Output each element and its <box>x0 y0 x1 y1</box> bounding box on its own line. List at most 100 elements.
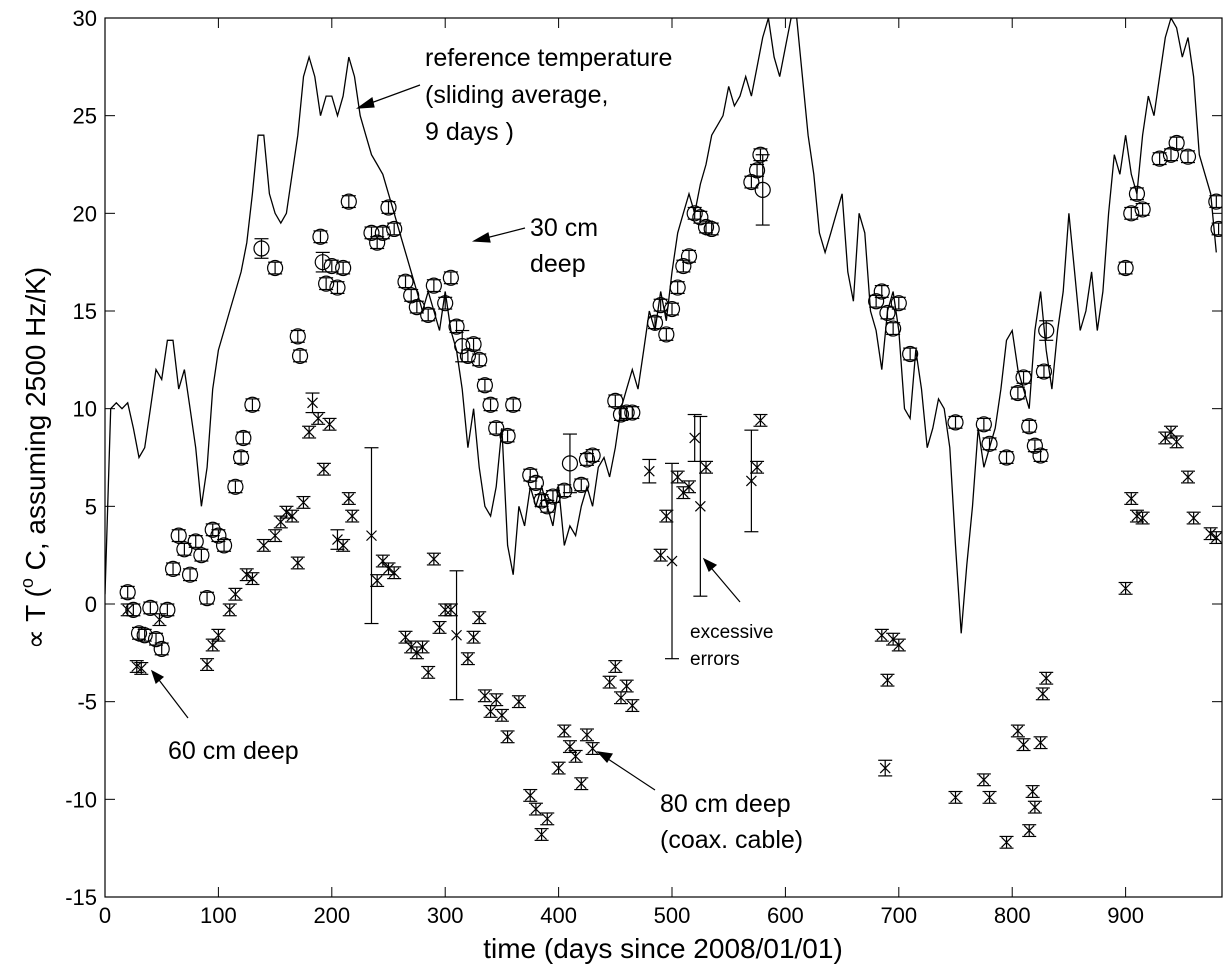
data-point <box>1037 688 1049 700</box>
data-point <box>307 397 318 409</box>
error-bar <box>608 394 623 408</box>
data-point <box>1125 493 1137 504</box>
error-bar <box>1022 419 1037 433</box>
y-tick-label: 20 <box>73 201 97 226</box>
data-point <box>335 259 352 277</box>
data-point <box>388 567 400 579</box>
data-point <box>692 209 709 226</box>
data-point <box>485 706 496 717</box>
data-point <box>703 220 720 238</box>
data-point <box>215 537 233 554</box>
data-point <box>876 629 888 641</box>
data-point <box>340 193 357 210</box>
data-point <box>468 631 479 643</box>
data-point <box>286 510 298 522</box>
data-point <box>1015 369 1032 386</box>
data-point <box>646 314 664 331</box>
data-point <box>154 614 165 626</box>
annotation: (coax. cable) <box>660 826 803 854</box>
data-point <box>1179 148 1197 165</box>
x-tick-label: 200 <box>313 903 350 928</box>
data-point <box>224 604 236 616</box>
data-point <box>981 435 998 452</box>
y-label-part: ∝ T ( <box>20 587 51 649</box>
data-point <box>1117 259 1134 277</box>
data-point <box>1035 737 1046 749</box>
error-bar <box>1129 187 1144 201</box>
data-point <box>885 320 902 337</box>
data-point <box>442 269 459 286</box>
data-point <box>445 604 457 616</box>
data-point <box>496 709 508 721</box>
data-point <box>660 510 672 522</box>
data-point <box>314 254 331 271</box>
data-point <box>246 573 258 585</box>
data-point <box>289 328 306 345</box>
data-point <box>1009 384 1026 402</box>
y-tick-label: -5 <box>77 690 97 715</box>
plot-frame <box>104 17 1223 898</box>
data-point <box>210 527 227 544</box>
data-point <box>978 774 990 786</box>
y-tick-label: 30 <box>73 6 97 31</box>
data-point <box>482 396 499 413</box>
data-point <box>380 199 397 216</box>
data-point <box>229 588 241 600</box>
data-point <box>323 257 340 275</box>
error-bar <box>290 329 305 343</box>
annotation: 80 cm deep <box>660 790 791 818</box>
data-point <box>232 449 250 466</box>
data-point <box>618 404 635 421</box>
y-label-part: C, assuming 2500 Hz/K) <box>20 267 51 578</box>
error-bar <box>171 529 186 543</box>
error-bar <box>506 398 521 412</box>
reference-line <box>105 18 1217 634</box>
data-point <box>998 449 1015 466</box>
error-bar <box>483 398 498 412</box>
data-point <box>292 557 304 569</box>
error-bar <box>341 195 356 209</box>
data-point <box>643 465 655 477</box>
data-point <box>212 629 224 641</box>
data-point <box>902 345 919 363</box>
annotation: deep <box>530 250 586 278</box>
x-tick-label: 400 <box>540 903 577 928</box>
data-point <box>337 539 349 551</box>
data-point <box>879 762 891 774</box>
error-bar <box>562 433 577 494</box>
data-point <box>513 696 525 708</box>
data-point <box>291 347 309 365</box>
error-bar <box>245 398 260 412</box>
error-bar <box>999 451 1014 464</box>
data-point <box>1021 418 1038 435</box>
data-point <box>694 500 706 512</box>
data-point <box>751 461 763 473</box>
data-point <box>451 629 462 641</box>
data-point <box>318 463 330 475</box>
data-point <box>439 604 451 616</box>
data-point <box>683 481 695 493</box>
data-point <box>1205 528 1217 540</box>
error-bar <box>755 154 770 226</box>
data-point <box>193 547 210 564</box>
data-point <box>675 257 692 275</box>
data-point <box>666 555 678 567</box>
annotation: 9 days ) <box>425 118 514 146</box>
data-point <box>1018 739 1029 751</box>
data-point <box>227 478 244 495</box>
annotation: (sliding average, <box>425 81 608 109</box>
data-point <box>893 639 905 651</box>
data-point <box>465 336 482 353</box>
data-point <box>1032 447 1049 464</box>
data-point <box>570 750 582 762</box>
data-point <box>686 205 703 222</box>
x-tick-label: 100 <box>200 903 237 928</box>
data-point <box>1182 471 1194 483</box>
data-point <box>125 601 142 618</box>
error-bar <box>982 437 997 451</box>
data-point <box>984 791 995 803</box>
data-point <box>1038 322 1055 339</box>
data-point <box>581 729 593 741</box>
error-bar <box>1180 150 1195 164</box>
